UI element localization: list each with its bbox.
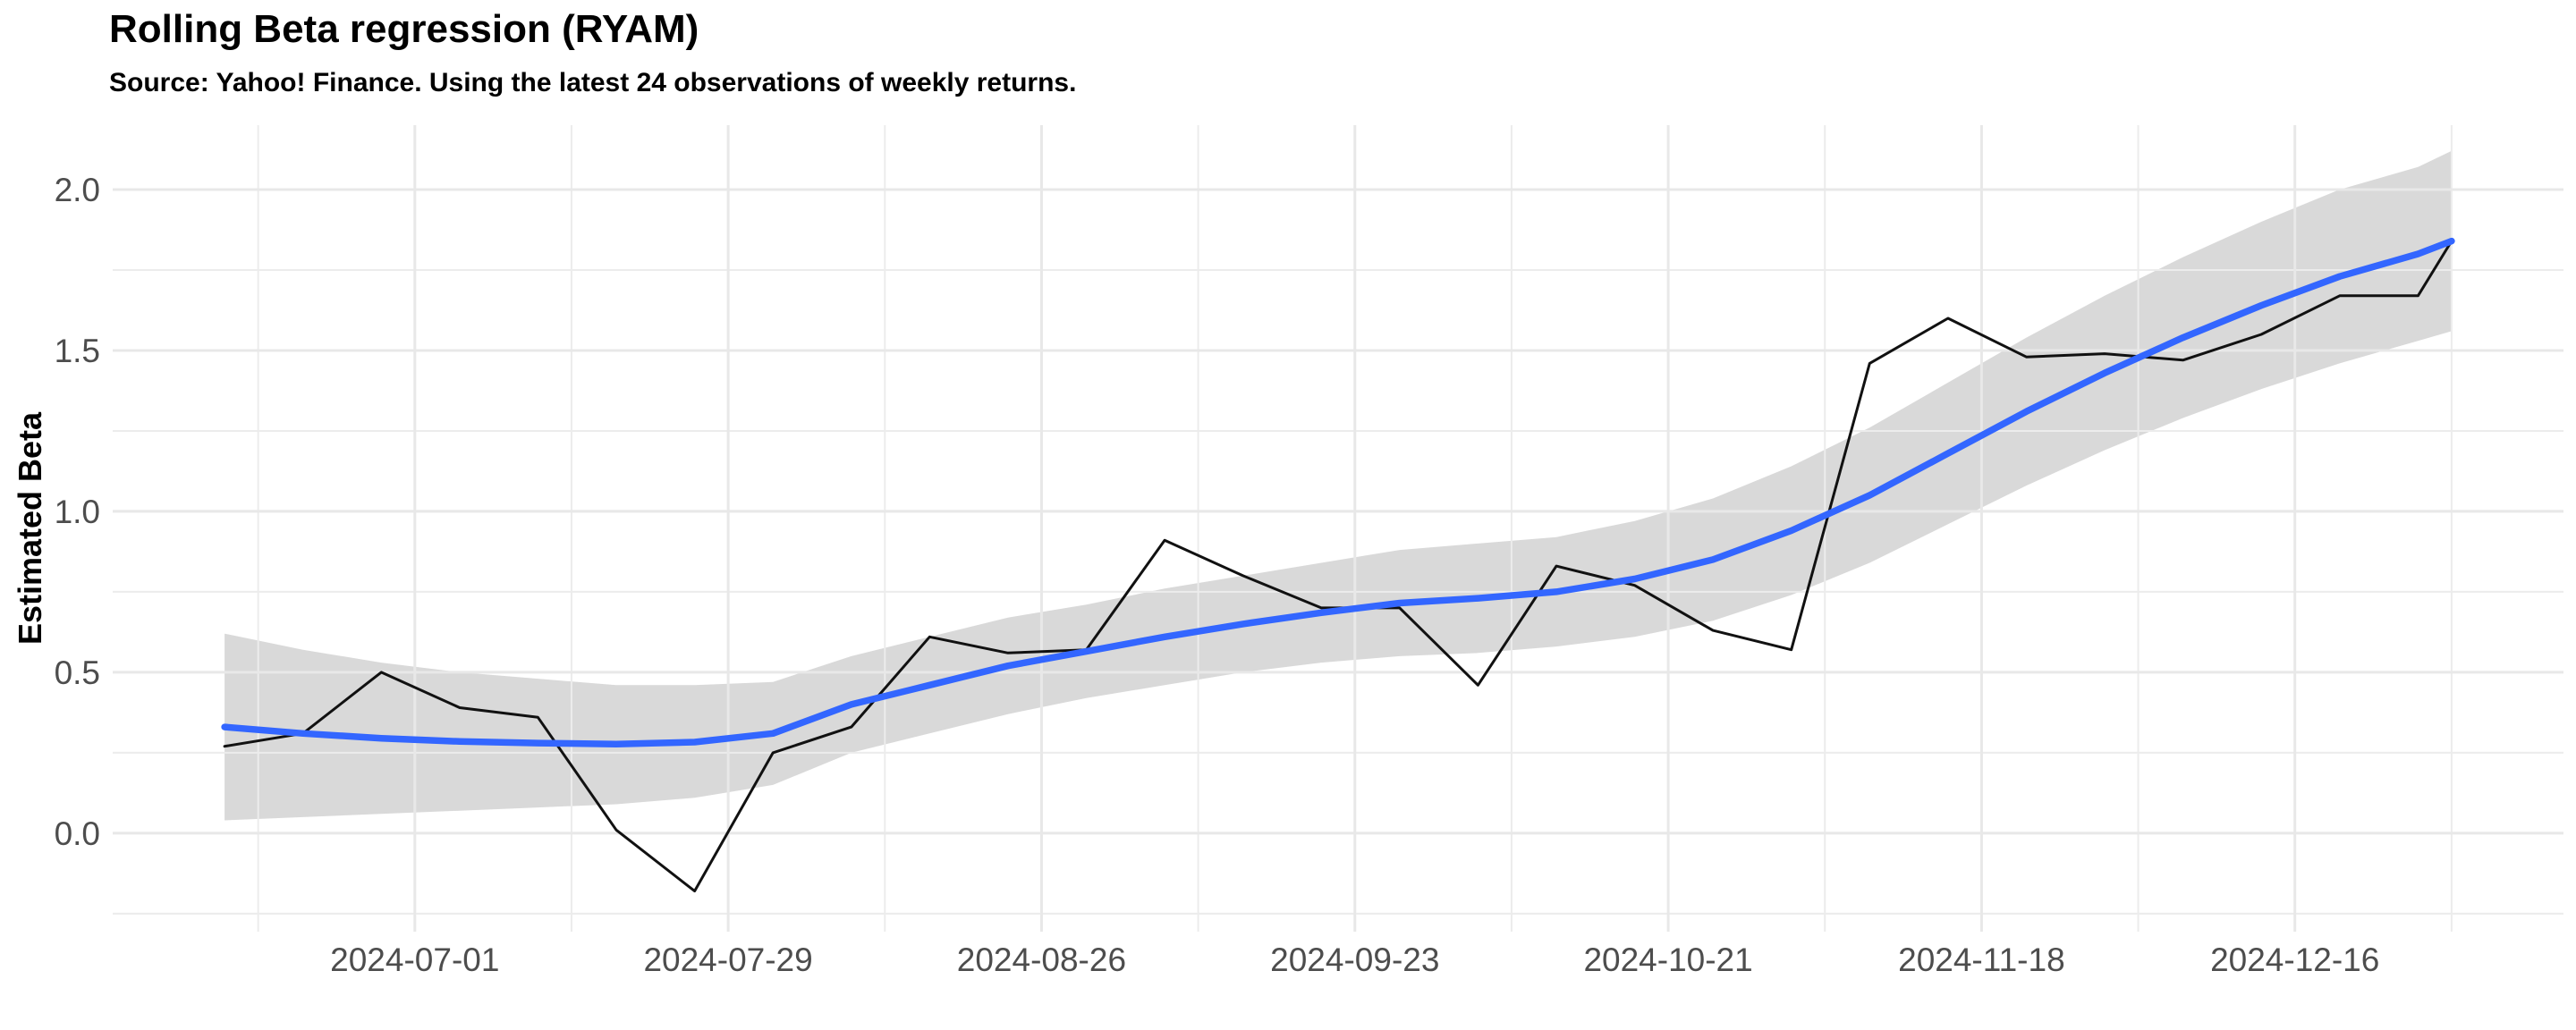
chart-title: Rolling Beta regression (RYAM) xyxy=(109,7,699,51)
confidence-band-layer xyxy=(225,150,2452,821)
y-axis-title: Estimated Beta xyxy=(12,411,48,645)
y-tick-label: 0.0 xyxy=(55,815,100,852)
series-layer xyxy=(221,237,2455,893)
x-tick-label: 2024-10-21 xyxy=(1583,941,1752,978)
confidence-band xyxy=(225,150,2452,821)
x-tick-label: 2024-07-29 xyxy=(643,941,812,978)
x-tick-label: 2024-07-01 xyxy=(330,941,499,978)
y-tick-label: 0.5 xyxy=(55,654,100,691)
x-tick-label: 2024-11-18 xyxy=(1898,941,2065,978)
loess-smooth-line xyxy=(221,237,2455,747)
gridline-layer xyxy=(113,125,2563,932)
x-tick-label: 2024-09-23 xyxy=(1270,941,1439,978)
y-tick-label: 1.0 xyxy=(55,494,100,530)
chart-subtitle: Source: Yahoo! Finance. Using the latest… xyxy=(109,68,1077,97)
y-tick-label: 1.5 xyxy=(55,333,100,369)
x-tick-label: 2024-12-16 xyxy=(2210,941,2379,978)
axis-layer: Estimated Beta 0.0 0.5 1.0 1.5 2.0 2024-07-01… xyxy=(12,172,2379,978)
y-tick-label: 2.0 xyxy=(55,172,100,208)
x-tick-label: 2024-08-26 xyxy=(957,941,1126,978)
